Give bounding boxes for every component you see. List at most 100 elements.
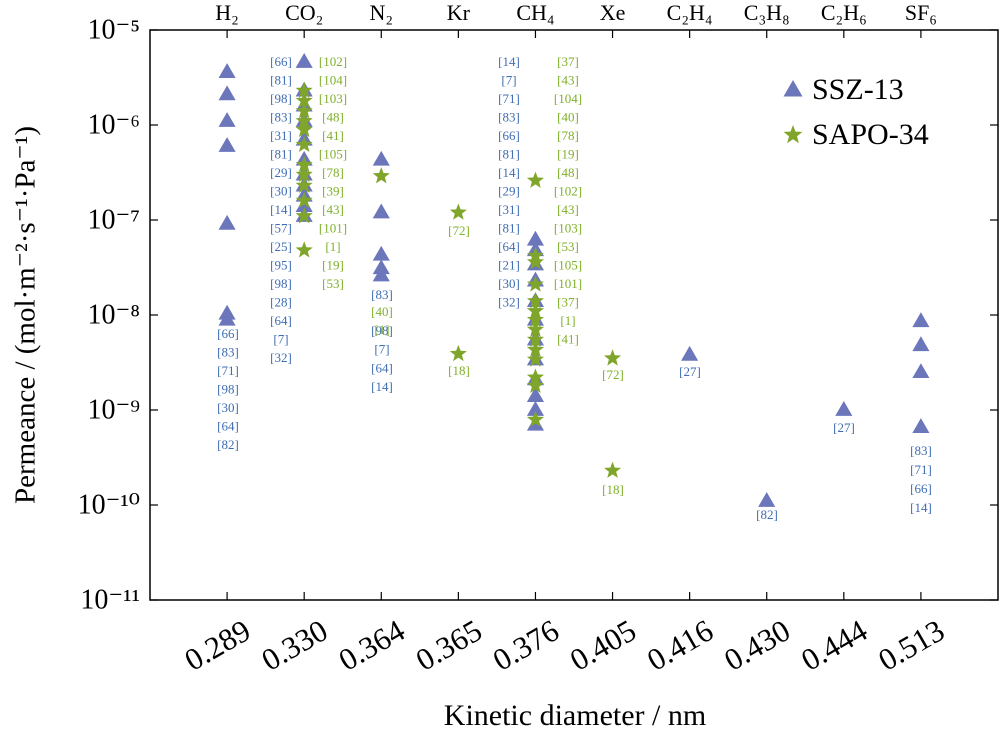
data-point [218,85,236,101]
reference-label: [64] [270,313,292,328]
data-point [295,91,313,109]
reference-label: [102] [319,54,347,69]
reference-label: [71] [217,363,239,378]
reference-label: [95] [270,257,292,272]
reference-label: [101] [554,276,582,291]
reference-label: [81] [498,220,520,235]
data-point [526,275,545,292]
data-point [526,310,545,328]
reference-label: [43] [557,72,579,87]
top-label: CH₄ [516,0,554,25]
reference-label: [71] [498,91,520,106]
reference-label: [104] [554,91,582,106]
reference-label: [83] [270,109,292,124]
data-point [603,349,622,366]
reference-label: [25] [270,239,292,254]
data-point [218,310,236,326]
data-point [681,345,699,361]
reference-label: [98] [217,381,239,396]
data-point [912,336,930,352]
reference-label: [101] [319,220,347,235]
data-point [372,203,390,219]
reference-label: [66] [270,54,292,69]
reference-label: [18] [602,482,624,497]
reference-label: [102] [554,183,582,198]
data-point [295,120,313,138]
reference-label: [98] [371,323,393,338]
reference-label: [71] [910,462,932,477]
data-point [295,112,313,129]
x-tick-label: 0.364 [333,612,411,677]
y-tick-label: 10⁻⁸ [87,299,140,330]
data-point [295,155,313,173]
data-point [526,292,545,309]
data-point [295,191,313,208]
top-label: Xe [600,0,626,25]
reference-label: [31] [270,128,292,143]
data-point [295,241,313,258]
reference-label: [29] [270,165,292,180]
reference-label: [82] [756,507,778,522]
data-point [295,102,313,119]
data-point [295,165,313,182]
x-tick-label: 0.416 [641,612,719,677]
x-tick-label: 0.330 [256,612,334,677]
reference-label: [98] [270,91,292,106]
x-tick-label: 0.513 [872,612,950,677]
data-point [526,401,545,416]
y-tick-label: 10⁻⁶ [87,109,140,140]
reference-label: [103] [554,220,582,235]
data-point [526,253,545,270]
reference-label: [28] [270,294,292,309]
data-point [295,176,313,193]
data-point [372,150,390,166]
reference-label: [37] [557,54,579,69]
data-point [218,63,236,79]
data-point [526,320,545,337]
reference-label: [98] [270,276,292,291]
top-label: N₂ [369,0,393,25]
reference-label: [1] [325,239,340,254]
reference-label: [53] [557,239,579,254]
data-point [758,492,776,507]
data-point [295,53,313,68]
data-point [449,203,467,220]
reference-label: [18] [448,363,470,378]
y-tick-label: 10⁻⁷ [87,204,140,235]
reference-label: [1] [560,313,575,328]
reference-label: [83] [498,109,520,124]
reference-label: [32] [498,294,520,309]
reference-label: [29] [498,183,520,198]
reference-label: [57] [270,220,292,235]
data-point [372,266,390,282]
data-point [526,350,545,367]
reference-label: [7] [501,72,516,87]
reference-label: [64] [371,360,393,375]
reference-label: [14] [498,165,520,180]
data-point [526,376,545,394]
top-label: CO₂ [285,0,323,25]
reference-label: [53] [322,276,344,291]
x-axis-label: Kinetic diameter / nm [444,699,706,732]
data-point [449,344,467,362]
reference-label: [81] [498,146,520,161]
reference-label: [37] [557,294,579,309]
reference-label: [105] [554,257,582,272]
reference-label: [64] [498,239,520,254]
x-tick-label: 0.289 [178,612,256,677]
reference-label: [81] [270,72,292,87]
top-label: C₂H₄ [667,0,713,25]
reference-label: [7] [273,331,288,346]
legend-label: SAPO-34 [812,118,929,151]
reference-label: [14] [270,202,292,217]
legend-marker [783,125,803,144]
data-point [526,330,545,347]
y-tick-label: 10⁻⁹ [87,394,140,425]
data-point [295,81,313,98]
reference-label: [103] [319,91,347,106]
reference-label: [14] [498,54,520,69]
reference-label: [104] [319,72,347,87]
reference-label: [72] [448,223,470,238]
reference-label: [39] [322,183,344,198]
